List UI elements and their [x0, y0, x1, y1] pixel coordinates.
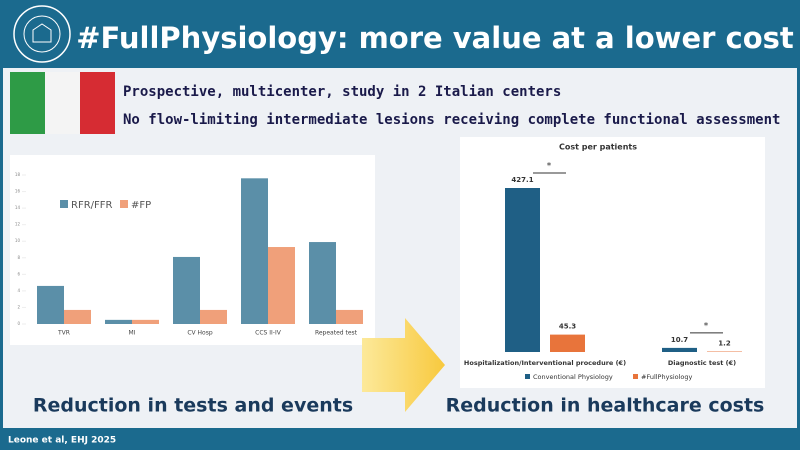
significance-mark: *	[547, 162, 552, 172]
y-tick-label: 12	[15, 222, 21, 227]
bar	[309, 242, 336, 324]
legend-label: #FP	[131, 200, 151, 211]
x-tick-label: CCS II-IV	[255, 330, 282, 337]
legend-swatch	[120, 200, 128, 208]
y-tick-label: 16	[15, 189, 21, 194]
x-tick-label: Diagnostic test (€)	[668, 359, 736, 367]
study-point: Prospective, multicenter, study in 2 Ita…	[123, 84, 561, 100]
bar	[241, 178, 268, 324]
bar	[173, 257, 200, 324]
italian-flag	[10, 72, 115, 134]
x-tick-label: CV Hosp	[187, 330, 213, 337]
x-tick-label: Hospitalization/Interventional procedure…	[464, 359, 626, 367]
bar	[268, 247, 295, 324]
significance-mark: *	[704, 321, 709, 331]
x-tick-label: Repeated test	[315, 330, 358, 337]
legend-swatch	[633, 374, 638, 379]
study-point: No flow-limiting intermediate lesions re…	[123, 112, 780, 128]
bar	[662, 348, 697, 352]
x-tick-label: TVR	[57, 330, 70, 337]
x-tick-label: MI	[129, 330, 136, 337]
footer: Leone et al, EHJ 2025	[8, 436, 116, 446]
value-label: 427.1	[511, 176, 533, 184]
y-tick-label: 14	[15, 205, 21, 210]
chart-title: Cost per patients	[559, 143, 637, 152]
slide-title: #FullPhysiology: more value at a lower c…	[76, 21, 794, 55]
bar	[132, 320, 159, 324]
y-tick-label: 18	[15, 172, 21, 177]
caption: Reduction in healthcare costs	[446, 395, 765, 417]
bar	[64, 310, 91, 324]
bar	[37, 286, 64, 324]
bar	[200, 310, 227, 324]
value-label: 45.3	[559, 323, 576, 331]
bar	[550, 335, 585, 352]
bar	[505, 188, 540, 352]
bar	[336, 310, 363, 324]
legend-swatch	[60, 200, 68, 208]
legend-swatch	[525, 374, 530, 379]
caption: Reduction in tests and events	[33, 395, 353, 417]
legend-label: #FullPhysiology	[641, 373, 693, 381]
value-label: 10.7	[671, 336, 688, 344]
bar	[105, 320, 132, 324]
y-tick-label: 10	[15, 238, 21, 243]
value-label: 1.2	[718, 340, 731, 348]
legend-label: Conventional Physiology	[533, 373, 613, 381]
legend-label: RFR/FFR	[71, 200, 113, 211]
